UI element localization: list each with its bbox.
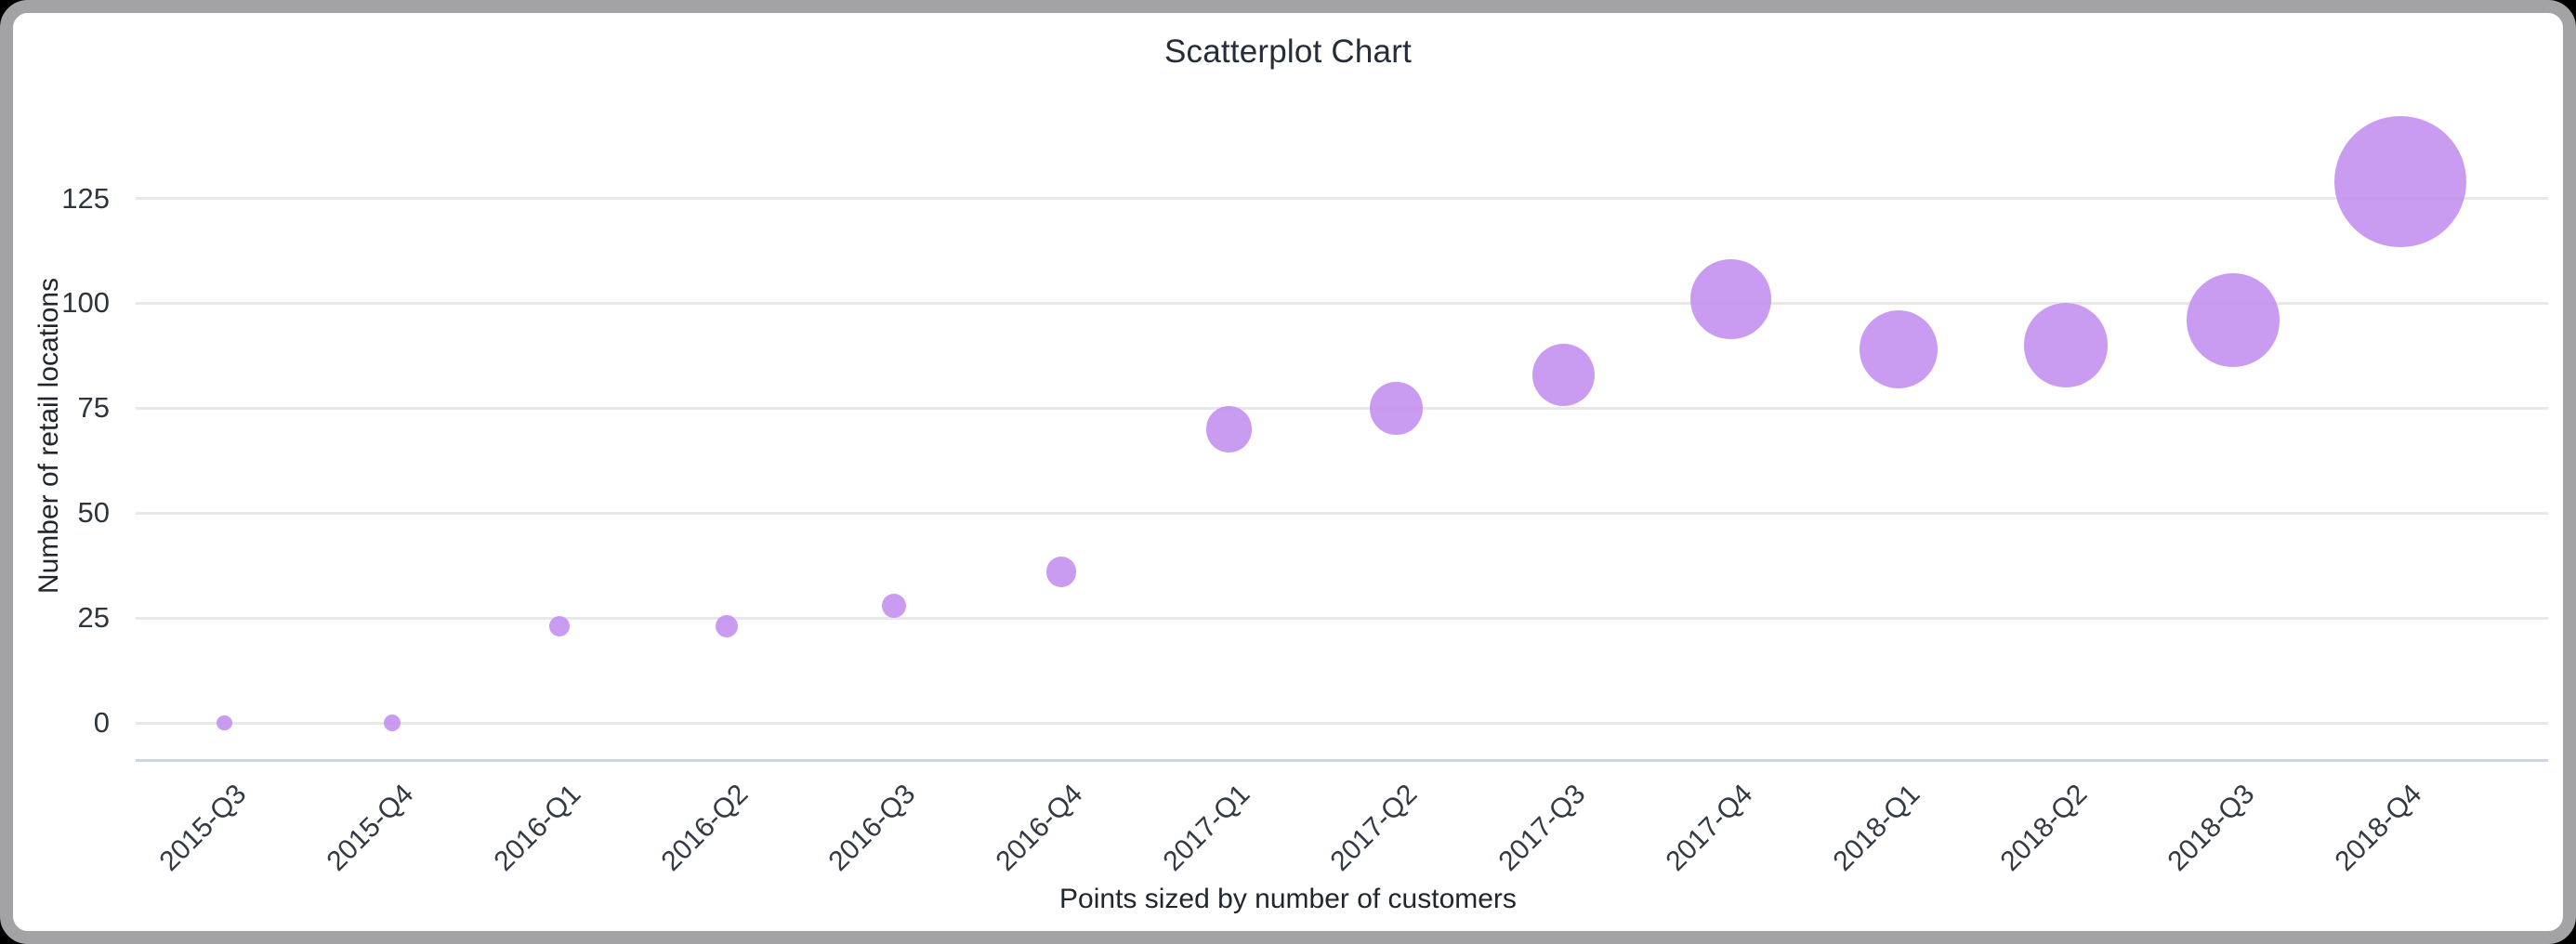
- gridline-50: [136, 511, 2548, 515]
- y-tick-label-125: 125: [61, 181, 110, 215]
- chart-title: Scatterplot Chart: [1163, 33, 1413, 70]
- data-point-2018-Q1[interactable]: [1859, 310, 1938, 389]
- gridline-25: [136, 616, 2548, 620]
- y-tick-label-25: 25: [77, 601, 110, 635]
- y-tick-label-0: 0: [93, 706, 110, 739]
- data-point-2016-Q2[interactable]: [715, 614, 739, 638]
- y-tick-label-50: 50: [77, 496, 110, 530]
- data-point-2018-Q4[interactable]: [2334, 115, 2466, 248]
- data-point-2018-Q3[interactable]: [2186, 273, 2280, 367]
- data-point-2015-Q4[interactable]: [383, 714, 401, 732]
- data-point-2017-Q3[interactable]: [1531, 343, 1596, 406]
- gridline-100: [136, 301, 2548, 305]
- data-point-2016-Q3[interactable]: [882, 593, 907, 618]
- data-point-2015-Q3[interactable]: [217, 715, 232, 731]
- gridline-125: [136, 197, 2548, 200]
- gridline-0: [136, 721, 2548, 725]
- data-point-2018-Q2[interactable]: [2023, 303, 2109, 387]
- data-point-2016-Q1[interactable]: [548, 616, 570, 637]
- data-point-2017-Q4[interactable]: [1690, 258, 1771, 340]
- x-axis-title: Points sized by number of customers: [1059, 884, 1517, 914]
- y-axis-title: Number of retail locations: [33, 277, 64, 595]
- data-point-2016-Q4[interactable]: [1046, 557, 1077, 587]
- data-point-2017-Q2[interactable]: [1370, 382, 1423, 435]
- y-tick-label-75: 75: [77, 391, 110, 425]
- y-tick-label-100: 100: [61, 286, 110, 320]
- data-point-2017-Q1[interactable]: [1205, 406, 1252, 452]
- x-axis-baseline: [136, 759, 2548, 762]
- gridline-75: [136, 406, 2548, 410]
